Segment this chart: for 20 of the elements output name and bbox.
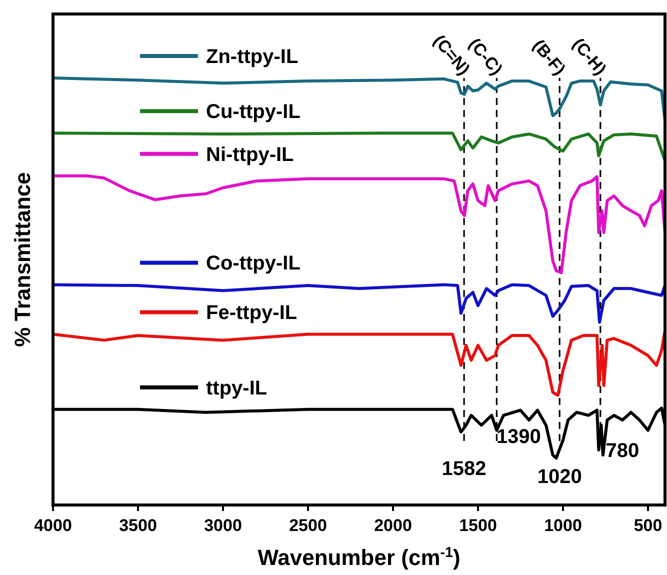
ref-line-label: 780 xyxy=(606,440,640,462)
ref-line-label: 1020 xyxy=(537,466,582,488)
ref-line-label: 1390 xyxy=(496,426,541,448)
ref-line-label: 1582 xyxy=(442,458,486,480)
x-tick-label: 500 xyxy=(634,516,662,535)
x-tick-label: 2500 xyxy=(289,516,327,535)
x-tick-label: 2000 xyxy=(374,516,412,535)
x-tick-label: 1500 xyxy=(459,516,497,535)
legend-label: Cu-ttpy-IL xyxy=(206,101,300,124)
legend-label: ttpy-IL xyxy=(206,377,268,400)
legend-label: Co-ttpy-IL xyxy=(206,252,300,275)
legend-label: Fe-ttpy-IL xyxy=(206,302,298,324)
legend-label: Ni-ttpy-IL xyxy=(206,144,294,166)
legend-label: Zn-ttpy-IL xyxy=(206,46,298,68)
x-tick-label: 3500 xyxy=(119,516,157,535)
x-axis-title: Wavenumber (cm$^{-1}$) xyxy=(258,545,460,570)
y-axis-title: % Transmittance xyxy=(10,172,35,347)
x-tick-label: 4000 xyxy=(34,516,72,535)
x-tick-label: 1000 xyxy=(544,516,582,535)
x-tick-label: 3000 xyxy=(204,516,242,535)
